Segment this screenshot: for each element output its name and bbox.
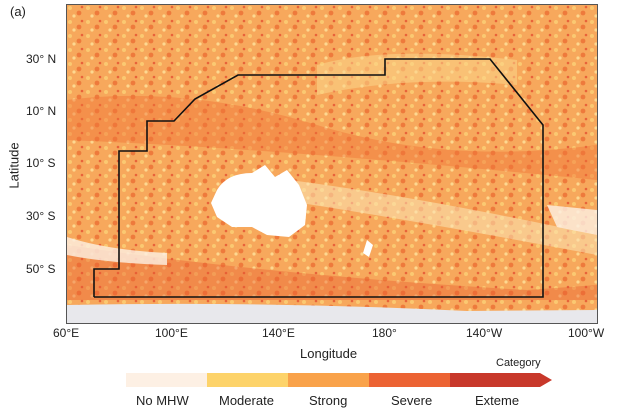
new-zealand-land <box>363 240 373 257</box>
lon-tick-180: 180° <box>372 326 397 340</box>
legend-swatch-extreme <box>450 373 540 387</box>
severe-band <box>67 95 597 180</box>
lon-tick-100e: 100°E <box>155 326 188 340</box>
southern-severe-band <box>67 245 597 300</box>
north-moderate-patch <box>317 53 517 95</box>
study-region-boundary <box>93 58 544 298</box>
ocean-heatwave-field <box>67 5 597 323</box>
lat-tick-10s: 10° S <box>26 156 56 170</box>
lat-tick-10n: 10° N <box>26 104 57 118</box>
legend-label-moderate: Moderate <box>219 393 274 408</box>
panel-label: (a) <box>10 4 26 19</box>
legend-label-strong: Strong <box>309 393 348 408</box>
legend-label-extreme: Exteme <box>475 393 520 408</box>
antarctic-ice <box>67 303 597 323</box>
australia-land <box>211 165 307 237</box>
legend-swatch-no-mhw <box>126 373 207 387</box>
x-axis-title: Longitude <box>300 346 358 361</box>
legend-label-no-mhw: No MHW <box>136 393 189 408</box>
legend-label-severe: Severe <box>391 393 433 408</box>
legend-swatch-moderate <box>207 373 288 387</box>
lon-tick-140w: 140°W <box>466 326 503 340</box>
legend-colorbar <box>126 373 552 387</box>
legend-swatch-severe <box>369 373 450 387</box>
lon-tick-140e: 140°E <box>262 326 295 340</box>
map-canvas <box>67 5 597 323</box>
lon-tick-100w: 100°W <box>568 326 605 340</box>
legend-swatch-strong <box>288 373 369 387</box>
lat-tick-30s: 30° S <box>26 209 56 223</box>
lat-tick-50s: 50° S <box>26 262 56 276</box>
lat-tick-30n: 30° N <box>26 52 57 66</box>
legend-title: Category <box>496 357 541 369</box>
legend-arrow-icon <box>540 373 552 387</box>
no-mhw-patch <box>67 237 167 265</box>
no-mhw-patch-east <box>547 205 597 235</box>
lon-tick-60e: 60°E <box>53 326 80 340</box>
moderate-band <box>247 175 597 255</box>
heatwave-map <box>66 4 598 324</box>
y-axis-title: Latitude <box>6 142 22 189</box>
